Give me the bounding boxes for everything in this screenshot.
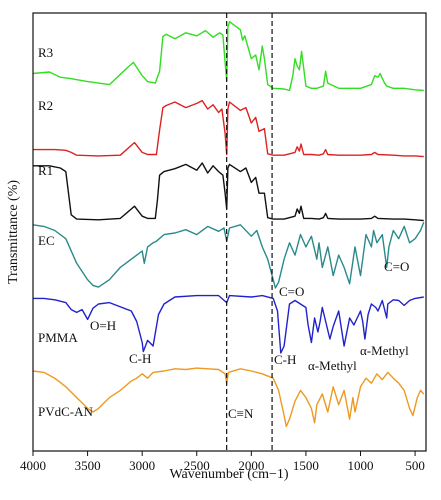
- x-tick-label: 1000: [348, 458, 374, 473]
- dashed-reference-lines: [226, 13, 273, 451]
- annotation-c-o-right: C=O: [384, 259, 409, 274]
- plot-area-frame: [32, 12, 427, 452]
- x-axis-title: Wavenumber (cm−1): [169, 467, 288, 482]
- annotation-o-h: O=H: [90, 318, 116, 333]
- x-axis-ticks: 4000 3500 3000 2500 2000 1500 1000 500: [20, 451, 425, 473]
- series-line-pvdc-an: [32, 367, 425, 428]
- series-layer: [32, 21, 425, 428]
- series-line-r3: [32, 21, 424, 92]
- series-label-r1: R1: [38, 163, 53, 178]
- series-line-r2: [33, 99, 424, 158]
- x-tick-label: 500: [405, 458, 425, 473]
- annotation-alpha-methyl-right: α-Methyl: [360, 343, 409, 358]
- y-axis-title: Transmittance (%): [6, 180, 21, 284]
- peak-annotations: O=H C-H C-H C≡N C=O C=O α-Methyl α-Methy…: [90, 259, 409, 421]
- series-line-r1: [33, 162, 424, 222]
- annotation-alpha-methyl-left: α-Methyl: [308, 358, 357, 373]
- x-tick-label: 3500: [75, 458, 101, 473]
- annotation-c-triple-n: C≡N: [228, 406, 254, 421]
- series-label-pmma: PMMA: [38, 330, 78, 345]
- annotation-c-h-left: C-H: [129, 351, 151, 366]
- series-label-r3: R3: [38, 45, 53, 60]
- annotation-c-h-right: C-H: [274, 352, 296, 367]
- series-label-pvdc-an: PVdC-AN: [38, 404, 94, 419]
- x-tick-label: 1500: [293, 458, 319, 473]
- series-line-ec: [32, 222, 425, 289]
- x-tick-label: 3000: [129, 458, 155, 473]
- annotation-c-o-left: C=O: [279, 284, 304, 299]
- x-tick-label: 2500: [184, 458, 210, 473]
- series-label-layer: R3 R2 R1 EC PMMA PVdC-AN: [38, 45, 94, 419]
- series-label-ec: EC: [38, 233, 55, 248]
- x-tick-label: 4000: [20, 458, 46, 473]
- series-line-pmma: [33, 294, 424, 354]
- series-label-r2: R2: [38, 98, 53, 113]
- x-tick-label: 2000: [238, 458, 264, 473]
